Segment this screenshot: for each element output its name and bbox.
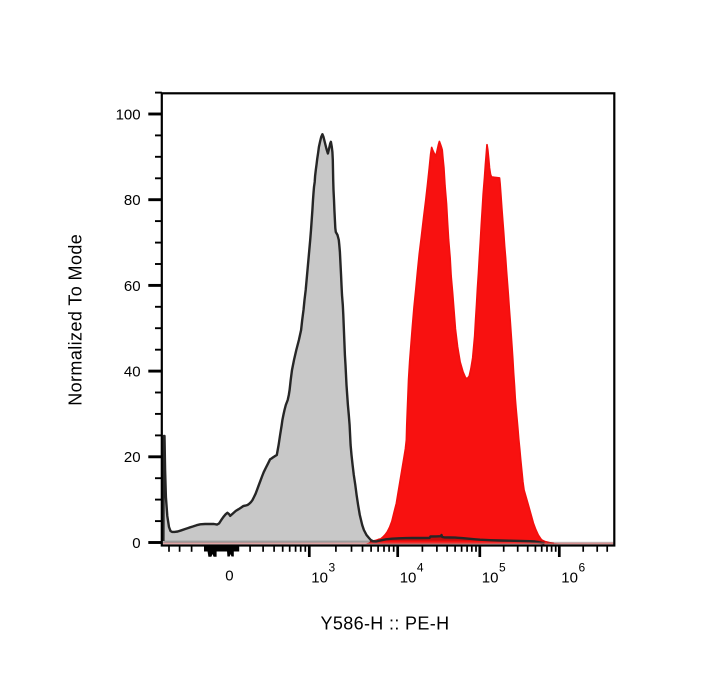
svg-text:10: 10 bbox=[311, 569, 328, 586]
svg-text:10: 10 bbox=[400, 569, 417, 586]
svg-text:Y586-H :: PE-H: Y586-H :: PE-H bbox=[321, 613, 450, 633]
svg-text:60: 60 bbox=[124, 278, 141, 295]
svg-text:100: 100 bbox=[116, 106, 141, 123]
svg-text:10: 10 bbox=[482, 569, 499, 586]
svg-text:10: 10 bbox=[561, 569, 578, 586]
svg-text:6: 6 bbox=[578, 561, 585, 575]
svg-text:5: 5 bbox=[499, 561, 506, 575]
svg-text:40: 40 bbox=[124, 363, 141, 380]
svg-text:Normalized To Mode: Normalized To Mode bbox=[65, 234, 85, 406]
svg-text:0: 0 bbox=[132, 535, 140, 552]
svg-text:20: 20 bbox=[124, 449, 141, 466]
svg-text:4: 4 bbox=[417, 561, 424, 575]
svg-text:3: 3 bbox=[328, 560, 335, 574]
svg-text:80: 80 bbox=[124, 192, 141, 209]
svg-text:0: 0 bbox=[225, 567, 233, 584]
